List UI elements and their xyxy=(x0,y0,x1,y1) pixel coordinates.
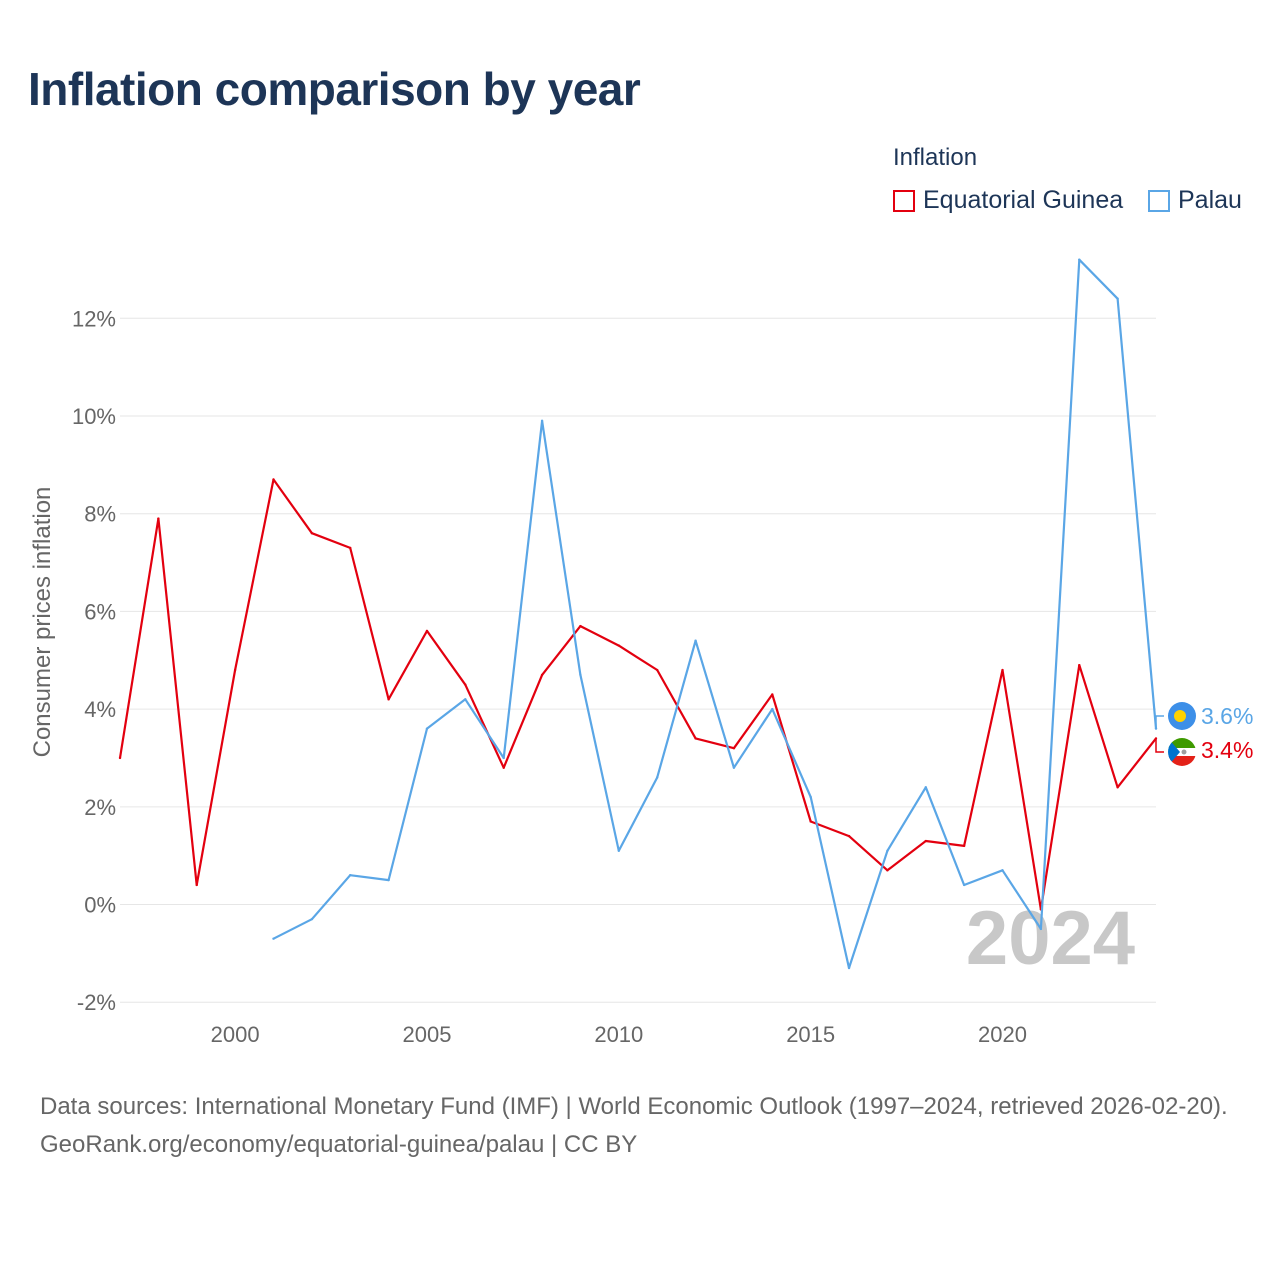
data-point-palau xyxy=(1039,927,1043,931)
data-point-equatorial-guinea xyxy=(387,698,390,701)
legend-item-equatorial-guinea[interactable]: Equatorial Guinea xyxy=(893,186,1123,215)
data-point-equatorial-guinea xyxy=(425,629,429,633)
legend-title: Inflation xyxy=(893,144,978,171)
y-tick-label: 2% xyxy=(84,795,116,820)
data-point-palau xyxy=(886,849,889,852)
data-point-equatorial-guinea xyxy=(847,834,851,838)
flag-stripe xyxy=(1168,756,1196,766)
data-point-equatorial-guinea xyxy=(272,478,275,481)
data-point-palau xyxy=(387,878,390,882)
flag-emblem xyxy=(1181,749,1187,755)
series-line-palau xyxy=(273,258,1158,970)
data-point-equatorial-guinea xyxy=(771,693,774,696)
legend-swatch-palau xyxy=(1148,189,1170,212)
data-point-palau xyxy=(579,673,582,677)
data-point-palau xyxy=(809,795,812,799)
data-point-palau xyxy=(617,849,621,852)
series-line-equatorial-guinea xyxy=(118,478,1157,911)
y-tick-label: 10% xyxy=(72,404,116,429)
data-point-palau xyxy=(694,639,697,642)
flag-equatorial-guinea-icon xyxy=(1168,738,1196,766)
y-tick-label: 4% xyxy=(84,697,116,722)
flag-stripe xyxy=(1168,738,1196,748)
data-point-palau xyxy=(771,707,774,711)
data-point-equatorial-guinea xyxy=(502,766,505,769)
source-link[interactable]: GeoRank.org/economy/equatorial-guinea/pa… xyxy=(40,1131,638,1158)
data-point-equatorial-guinea xyxy=(886,869,889,872)
data-point-equatorial-guinea xyxy=(732,746,736,750)
data-point-equatorial-guinea xyxy=(349,546,352,550)
data-point-equatorial-guinea xyxy=(157,517,160,520)
data-point-equatorial-guinea xyxy=(540,673,544,677)
flag-triangle xyxy=(1168,738,1180,766)
data-point-equatorial-guinea xyxy=(1001,668,1004,672)
data-point-palau xyxy=(732,766,736,769)
y-tick-label: 12% xyxy=(72,306,116,331)
y-tick-label: 0% xyxy=(84,893,116,918)
data-point-palau xyxy=(425,727,429,730)
x-tick-label: 2015 xyxy=(786,1022,835,1047)
data-point-equatorial-guinea xyxy=(655,668,659,672)
data-point-palau xyxy=(540,419,544,423)
data-point-palau xyxy=(1078,258,1081,261)
data-point-palau xyxy=(924,786,927,789)
end-label-equatorial-guinea: 3.4% xyxy=(1201,737,1253,763)
data-point-palau xyxy=(847,966,851,970)
data-point-palau xyxy=(1001,869,1004,872)
y-tick-label: 8% xyxy=(84,502,116,527)
data-point-equatorial-guinea xyxy=(694,737,697,740)
connector-palau xyxy=(1155,715,1164,729)
data-point-equatorial-guinea xyxy=(233,668,237,672)
y-axis-label: Consumer prices inflation xyxy=(29,487,56,758)
line-chart: -2% 0% 2% 4% 6% 8% 10% 12% 2000 2005 2010 2015 2020 C… xyxy=(29,258,1253,1047)
connector-equatorial-guinea xyxy=(1155,738,1164,753)
data-point-equatorial-guinea xyxy=(617,644,621,647)
data-point-palau xyxy=(1116,297,1119,300)
source-note: Data sources: International Monetary Fun… xyxy=(40,1088,1250,1164)
data-point-equatorial-guinea xyxy=(118,756,122,760)
data-point-equatorial-guinea xyxy=(809,820,812,823)
chart-title: Inflation comparison by year xyxy=(28,63,641,115)
legend-item-palau[interactable]: Palau xyxy=(1148,186,1242,215)
legend-label-equatorial-guinea: Equatorial Guinea xyxy=(923,186,1124,214)
end-label-palau: 3.6% xyxy=(1201,703,1253,729)
data-point-equatorial-guinea xyxy=(579,624,582,628)
data-point-equatorial-guinea xyxy=(464,683,467,686)
data-point-palau xyxy=(502,756,505,760)
data-point-palau xyxy=(349,874,352,877)
data-point-palau xyxy=(655,776,659,779)
legend-label-palau: Palau xyxy=(1178,186,1242,214)
data-point-palau xyxy=(962,883,966,887)
data-point-equatorial-guinea xyxy=(195,883,198,887)
data-point-equatorial-guinea xyxy=(962,844,966,848)
data-point-palau xyxy=(310,917,314,921)
y-tick-label: -2% xyxy=(77,990,116,1015)
source-text: Data sources: International Monetary Fun… xyxy=(40,1093,1228,1120)
x-tick-label: 2020 xyxy=(978,1022,1027,1047)
data-point-equatorial-guinea xyxy=(924,839,927,843)
x-tick-label: 2005 xyxy=(402,1022,451,1047)
data-point-palau xyxy=(272,937,275,940)
legend-swatch-equatorial-guinea xyxy=(893,189,915,212)
year-watermark: 2024 xyxy=(966,896,1135,981)
x-tick-label: 2010 xyxy=(594,1022,643,1047)
data-point-equatorial-guinea xyxy=(1078,663,1081,667)
data-point-equatorial-guinea xyxy=(310,532,314,535)
data-point-palau xyxy=(464,698,467,701)
data-point-equatorial-guinea xyxy=(1116,786,1119,789)
y-tick-label: 6% xyxy=(84,599,116,624)
x-tick-label: 2000 xyxy=(211,1022,260,1047)
flag-palau-disc xyxy=(1174,710,1186,722)
